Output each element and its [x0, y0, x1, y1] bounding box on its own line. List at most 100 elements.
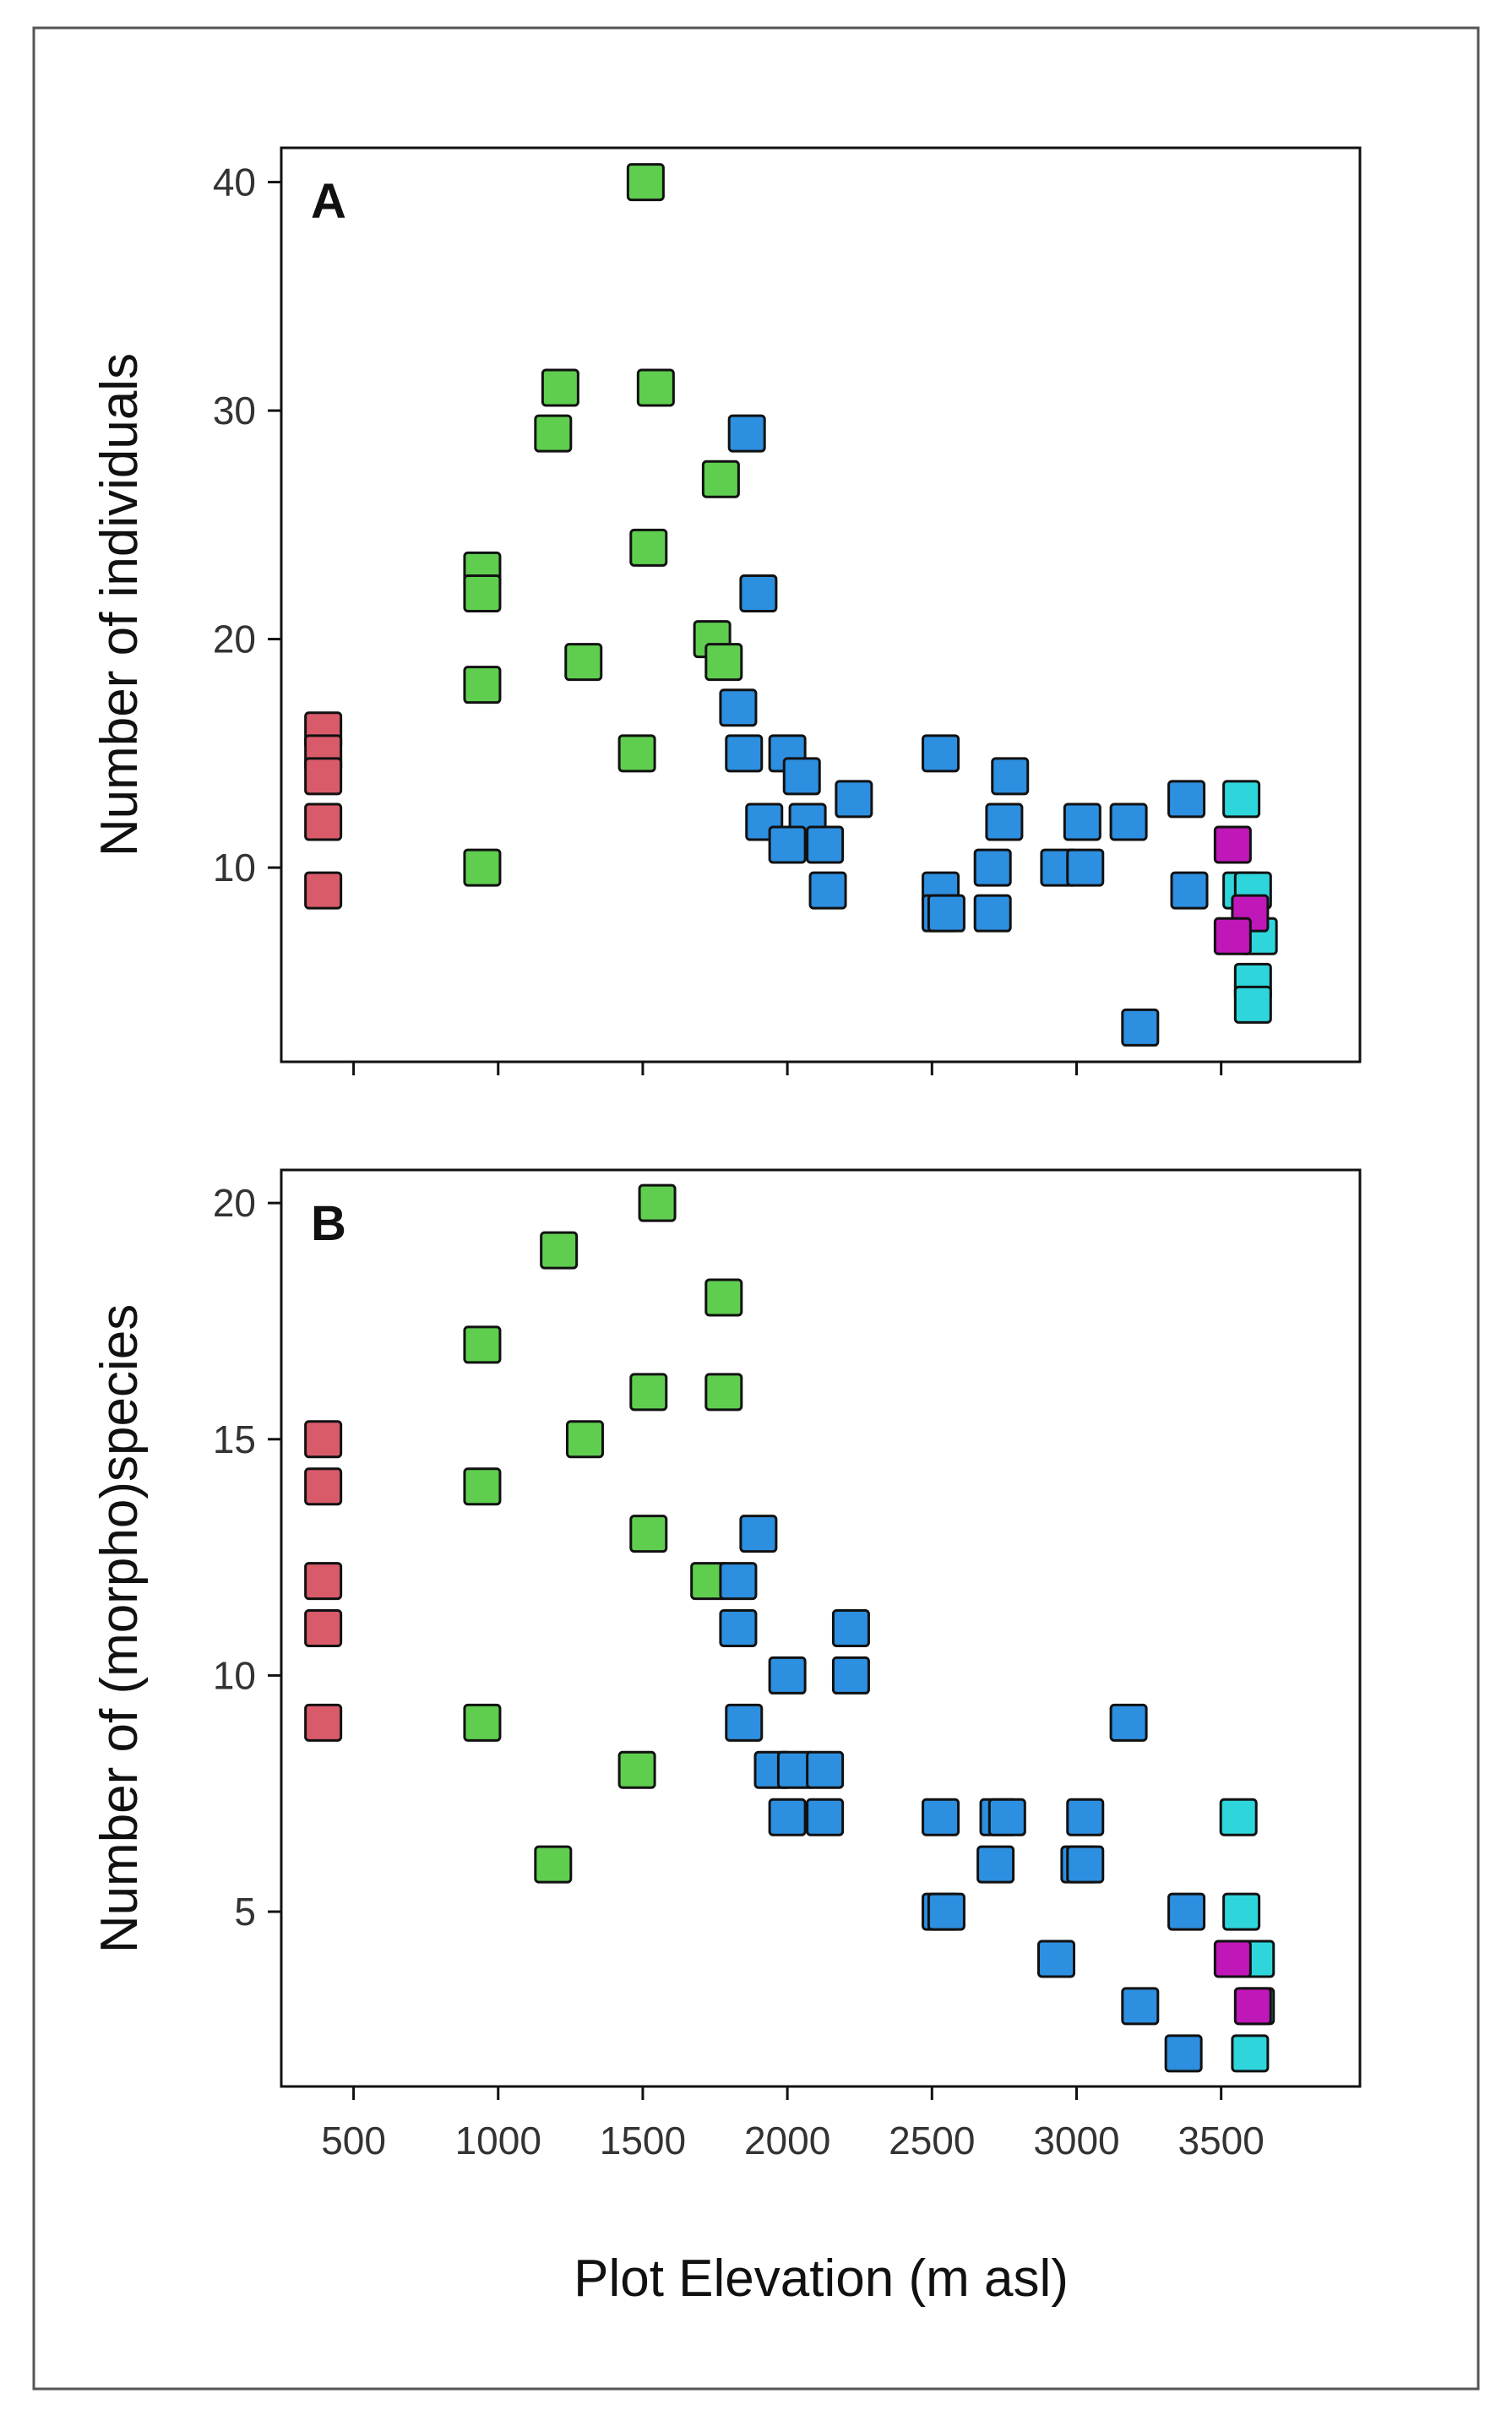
panel-a-point-green	[534, 414, 573, 453]
panel-b-point-blue	[725, 1703, 764, 1742]
panel-b-point-blue	[1109, 1703, 1148, 1742]
panel-a-tag: A	[311, 174, 346, 229]
panel-b-point-green	[463, 1325, 502, 1364]
panel-a-point-blue	[782, 757, 821, 796]
panel-a-point-green	[463, 848, 502, 887]
panel-a-point-magenta	[1213, 825, 1252, 864]
panel-b-point-green	[638, 1183, 677, 1222]
panel-a-y-axis-label: Number of individuals	[90, 353, 149, 857]
panel-a-point-cyan	[1222, 780, 1261, 819]
panel-a-point-blue	[985, 802, 1024, 841]
panel-b-point-blue	[1121, 1987, 1160, 2026]
panel-b-point-blue	[922, 1798, 960, 1836]
panel-a-point-blue	[768, 825, 807, 864]
panel-b-point-green	[534, 1845, 573, 1884]
panel-b-point-green	[629, 1515, 668, 1553]
panel-a-point-blue	[1109, 802, 1148, 841]
panel-a-y-tick-label: 10	[213, 846, 256, 889]
panel-b-point-green	[540, 1231, 579, 1270]
x-tick-label: 3000	[1033, 2119, 1119, 2162]
panel-a-point-green	[636, 368, 675, 407]
panel-a-point-magenta	[1213, 917, 1252, 955]
panel-a-point-green	[617, 734, 656, 773]
x-tick-label: 3500	[1178, 2119, 1264, 2162]
x-tick-label: 2500	[889, 2119, 975, 2162]
panel-b-point-green	[617, 1750, 656, 1789]
panel-a-points	[304, 163, 1278, 1047]
x-axis-label: Plot Elevation (m asl)	[574, 2250, 1069, 2308]
panel-b-point-blue	[1167, 1892, 1206, 1931]
panel-a-point-blue	[991, 757, 1030, 796]
panel-a-point-blue	[973, 894, 1012, 933]
panel-a-point-red	[304, 757, 343, 796]
x-tick-label: 1000	[455, 2119, 541, 2162]
panel-a: A Number of individuals 10 20 30 40	[90, 146, 1362, 1075]
panel-a-point-blue	[835, 780, 873, 819]
panel-b-point-blue	[1037, 1939, 1076, 1978]
panel-b-point-red	[304, 1420, 343, 1459]
panel-b-y-tick-label: 10	[213, 1653, 256, 1697]
panel-b-point-blue	[739, 1515, 778, 1553]
panel-b-y-tick-label: 5	[234, 1890, 256, 1934]
panel-b-point-blue	[806, 1750, 845, 1789]
panel-a-point-green	[463, 574, 502, 612]
panel-b-y-tick-label: 20	[213, 1181, 256, 1225]
panel-a-point-blue	[1170, 871, 1209, 910]
panel-a-point-blue	[739, 574, 778, 612]
panel-b-point-blue	[768, 1798, 807, 1836]
panel-b-point-blue	[927, 1892, 965, 1931]
panel-b-point-red	[304, 1703, 343, 1742]
panel-a-plot-area	[280, 146, 1362, 1064]
panel-b: B Number of (morpho)species 5 10 15 20 500 1…	[90, 1168, 1362, 2162]
panel-a-point-green	[704, 643, 743, 682]
x-tick-label: 2000	[744, 2119, 830, 2162]
panel-a-point-blue	[973, 848, 1012, 887]
panel-b-points	[304, 1183, 1275, 2073]
panel-a-y-tick-label: 20	[213, 617, 256, 661]
panel-a-point-blue	[922, 734, 960, 773]
panel-b-x-ticks: 500 1000 1500 2000 2500 3000 3500	[321, 2086, 1265, 2162]
panel-a-y-tick-label: 40	[213, 160, 256, 204]
panel-a-point-blue	[725, 734, 764, 773]
panel-b-point-blue	[987, 1798, 1026, 1836]
panel-b-point-green	[704, 1278, 743, 1317]
panel-a-point-green	[626, 163, 665, 202]
panel-b-point-blue	[719, 1562, 758, 1601]
panel-a-point-green	[541, 368, 579, 407]
panel-b-point-blue	[1164, 2034, 1203, 2073]
panel-b-point-blue	[806, 1798, 845, 1836]
panel-b-point-blue	[768, 1656, 807, 1695]
panel-b-point-magenta	[1233, 1987, 1272, 2026]
panel-b-point-green	[463, 1467, 502, 1506]
panel-b-y-ticks: 5 10 15 20	[213, 1181, 281, 1934]
panel-b-point-blue	[976, 1845, 1015, 1884]
panel-b-point-blue	[831, 1609, 870, 1647]
panel-a-point-blue	[1121, 1008, 1160, 1047]
panel-b-point-blue	[1066, 1798, 1105, 1836]
panel-a-point-blue	[1063, 802, 1101, 841]
panel-b-plot-area	[280, 1168, 1362, 2088]
panel-a-x-ticks	[352, 1062, 1223, 1075]
panel-a-y-tick-label: 30	[213, 389, 256, 432]
panel-b-point-blue	[1066, 1845, 1105, 1884]
panel-a-point-green	[564, 643, 603, 682]
panel-b-point-red	[304, 1562, 343, 1601]
panel-a-point-green	[701, 460, 740, 498]
panel-b-point-red	[304, 1609, 343, 1647]
panel-a-point-green	[463, 666, 502, 705]
panel-a-point-blue	[808, 871, 847, 910]
panel-b-point-blue	[831, 1656, 870, 1695]
panel-b-point-green	[629, 1373, 668, 1412]
panel-a-point-red	[304, 871, 343, 910]
panel-a-point-red	[304, 802, 343, 841]
panel-a-point-cyan	[1233, 985, 1272, 1024]
panel-a-y-ticks: 10 20 30 40	[213, 160, 281, 889]
x-tick-label: 500	[321, 2119, 386, 2162]
panel-b-point-cyan	[1231, 2034, 1270, 2073]
panel-b-point-green	[463, 1703, 502, 1742]
panel-a-point-blue	[727, 414, 766, 453]
panel-b-point-magenta	[1213, 1939, 1252, 1978]
panel-b-point-cyan	[1219, 1798, 1258, 1836]
